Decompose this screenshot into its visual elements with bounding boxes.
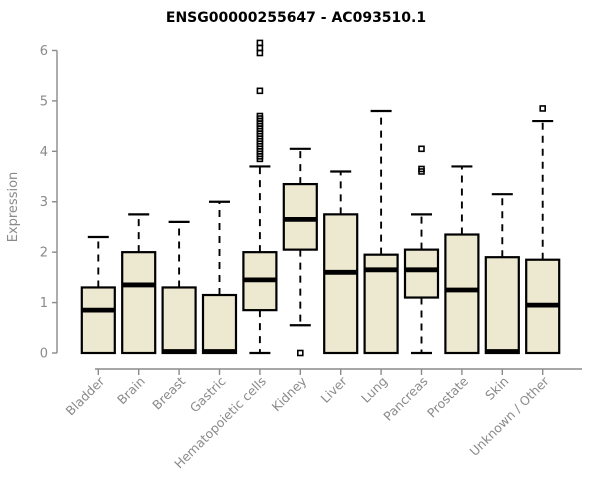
outlier-point [256,112,264,120]
outlier-point [418,165,425,173]
y-tick-label: 6 [40,44,48,59]
box-Gastric [201,293,238,355]
y-tick-label: 4 [40,145,48,160]
y-tick-label: 1 [40,296,48,311]
x-tick-label: Bladder [63,373,108,418]
x-tick-label: Kidney [269,373,310,414]
box-Brain [121,251,157,355]
y-tick-label: 0 [40,347,48,362]
x-tick-label: Liver [318,373,351,406]
box-Kidney [282,182,318,251]
outlier-point [418,145,425,153]
outlier-point [296,349,304,357]
outlier-point [256,87,264,95]
y-axis-title: Expression [6,172,21,243]
y-tick-label: 2 [40,246,48,261]
x-tick-label: Skin [482,374,511,403]
outlier-point [539,105,547,112]
x-tick-label: Pancreas [380,374,430,424]
y-tick-label: 5 [40,94,48,109]
box-Breast [161,286,197,355]
box-Pancreas [403,248,440,299]
box-Bladder [80,286,116,355]
x-tick-label: Prostate [424,373,471,420]
x-tick-label: Breast [149,373,188,412]
box-Prostate [444,233,480,355]
x-tick-label: Lung [358,374,390,406]
y-tick-label: 3 [40,195,48,210]
box-Skin [484,256,520,355]
outlier-point [256,39,264,47]
box-Liver [323,213,359,355]
chart-title: ENSG00000255647 - AC093510.1 [165,10,427,26]
x-tick-label: Brain [114,374,148,408]
